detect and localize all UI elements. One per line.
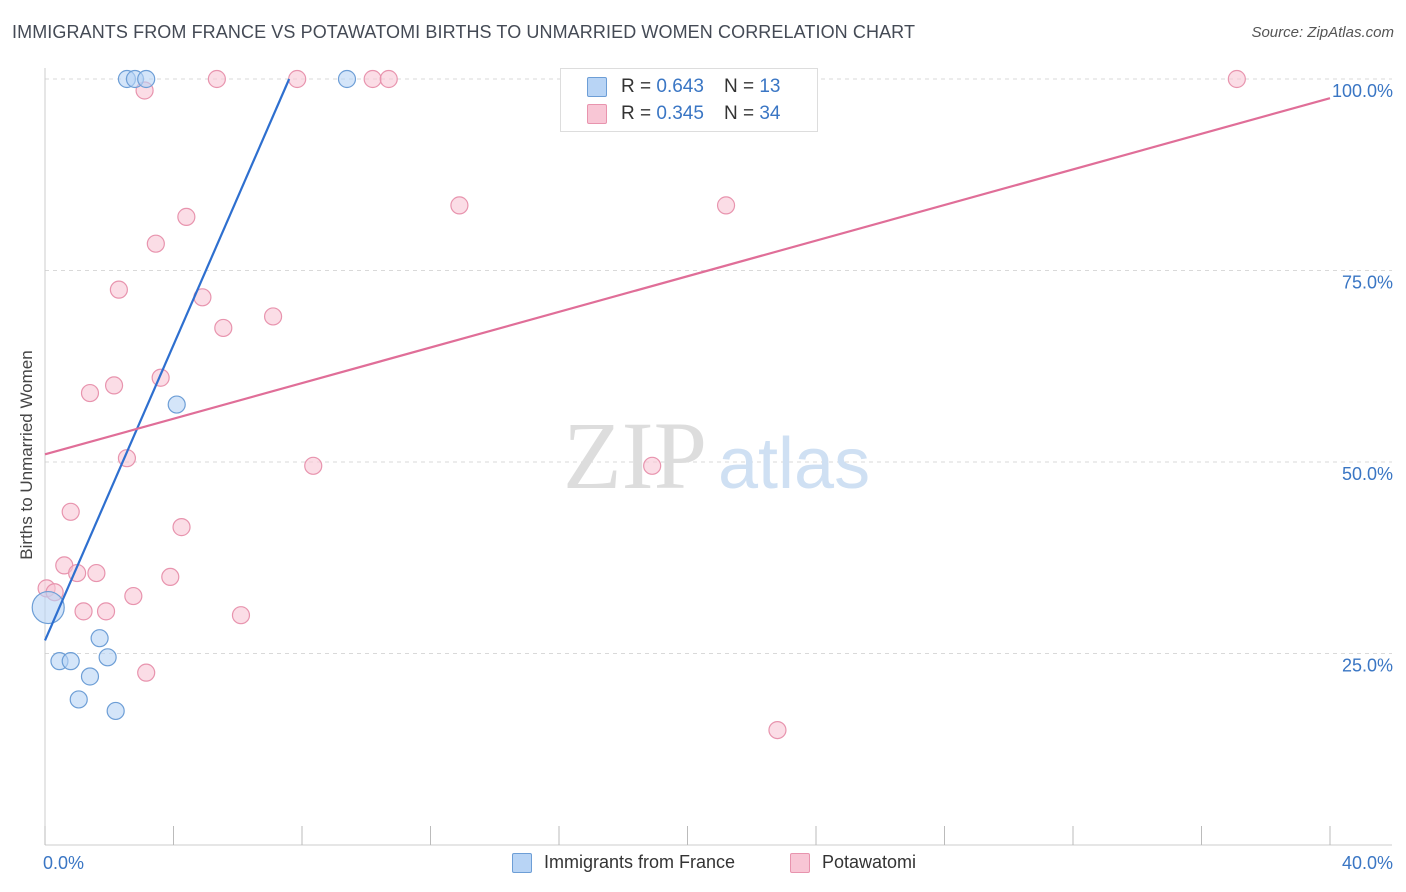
- axis-layer: 25.0% 50.0% 75.0% 100.0% 0.0% 40.0%: [43, 68, 1393, 873]
- stats-legend: R = 0.643 N = 13 R = 0.345 N = 34: [560, 68, 818, 132]
- france-point: [167, 395, 186, 414]
- r-value: 0.345: [656, 103, 704, 124]
- potawatomi-point: [177, 207, 196, 226]
- potawatomi-point: [109, 280, 128, 299]
- potawatomi-trend-line: [44, 97, 1331, 456]
- france-point: [90, 629, 109, 648]
- legend-label-france: Immigrants from France: [544, 852, 736, 872]
- france-point: [137, 69, 156, 89]
- potawatomi-point: [137, 663, 156, 682]
- potawatomi-point: [716, 196, 736, 215]
- source-label: Source: ZipAtlas.com: [1251, 24, 1394, 41]
- france-point: [69, 690, 88, 709]
- potawatomi-point: [263, 307, 283, 326]
- y-axis-title: Births to Unmarried Women: [17, 350, 36, 560]
- r-label: R =: [621, 76, 652, 97]
- france-point: [80, 667, 100, 686]
- france-point: [98, 648, 117, 667]
- series-legend: Immigrants from France Potawatomi: [0, 852, 1406, 878]
- potawatomi-point: [643, 456, 662, 475]
- potawatomi-point: [104, 376, 124, 395]
- potawatomi-point: [363, 69, 382, 89]
- trend-layer: [43, 78, 1331, 641]
- n-value: 13: [759, 76, 781, 97]
- france-point: [61, 652, 80, 671]
- r-label: R =: [621, 103, 652, 124]
- watermark: ZIP atlas: [563, 402, 870, 509]
- potawatomi-point: [214, 318, 233, 338]
- potawatomi-point: [231, 606, 251, 625]
- watermark-atlas: atlas: [718, 424, 870, 504]
- stats-row-france: R = 0.643 N = 13: [587, 75, 780, 99]
- x-tick-label: 0.0%: [43, 853, 84, 873]
- france-point: [106, 701, 125, 721]
- potawatomi-point: [80, 383, 100, 403]
- potawatomi-point: [379, 69, 398, 89]
- stats-row-potawatomi: R = 0.345 N = 34: [587, 102, 780, 126]
- grid-layer: [45, 78, 1392, 654]
- y-tick-label: 25.0%: [1342, 656, 1393, 676]
- potawatomi-point: [96, 602, 116, 621]
- potawatomi-swatch-icon: [790, 852, 810, 873]
- potawatomi-point: [124, 586, 143, 606]
- france-trend-line: [43, 78, 291, 641]
- n-value: 34: [759, 103, 781, 124]
- y-tick-label: 75.0%: [1342, 273, 1393, 293]
- n-label: N =: [723, 103, 755, 124]
- france-swatch-icon: [512, 852, 532, 873]
- potawatomi-point: [288, 69, 307, 89]
- legend-label-potawatomi: Potawatomi: [822, 852, 917, 872]
- x-tick-label: 40.0%: [1342, 853, 1393, 873]
- r-value: 0.643: [656, 76, 704, 97]
- potawatomi-swatch-icon: [587, 104, 607, 124]
- y-tick-label: 50.0%: [1342, 464, 1393, 484]
- n-label: N =: [723, 76, 755, 97]
- potawatomi-point: [146, 234, 165, 253]
- chart-title: IMMIGRANTS FROM FRANCE VS POTAWATOMI BIR…: [12, 22, 916, 42]
- france-swatch-icon: [587, 77, 607, 97]
- potawatomi-point: [1227, 69, 1246, 89]
- potawatomi-point: [172, 518, 191, 537]
- watermark-zip: ZIP: [563, 402, 707, 509]
- potawatomi-point: [161, 567, 180, 587]
- potawatomi-point: [207, 69, 226, 89]
- potawatomi-point: [61, 502, 80, 521]
- potawatomi-point: [74, 602, 93, 621]
- potawatomi-point: [87, 563, 106, 583]
- potawatomi-point: [304, 456, 323, 475]
- legend-item-potawatomi[interactable]: Potawatomi: [790, 852, 916, 873]
- potawatomi-point: [450, 196, 469, 215]
- potawatomi-point: [768, 720, 787, 740]
- france-point: [337, 69, 357, 89]
- y-tick-label: 100.0%: [1332, 81, 1393, 101]
- legend-item-france[interactable]: Immigrants from France: [512, 852, 735, 873]
